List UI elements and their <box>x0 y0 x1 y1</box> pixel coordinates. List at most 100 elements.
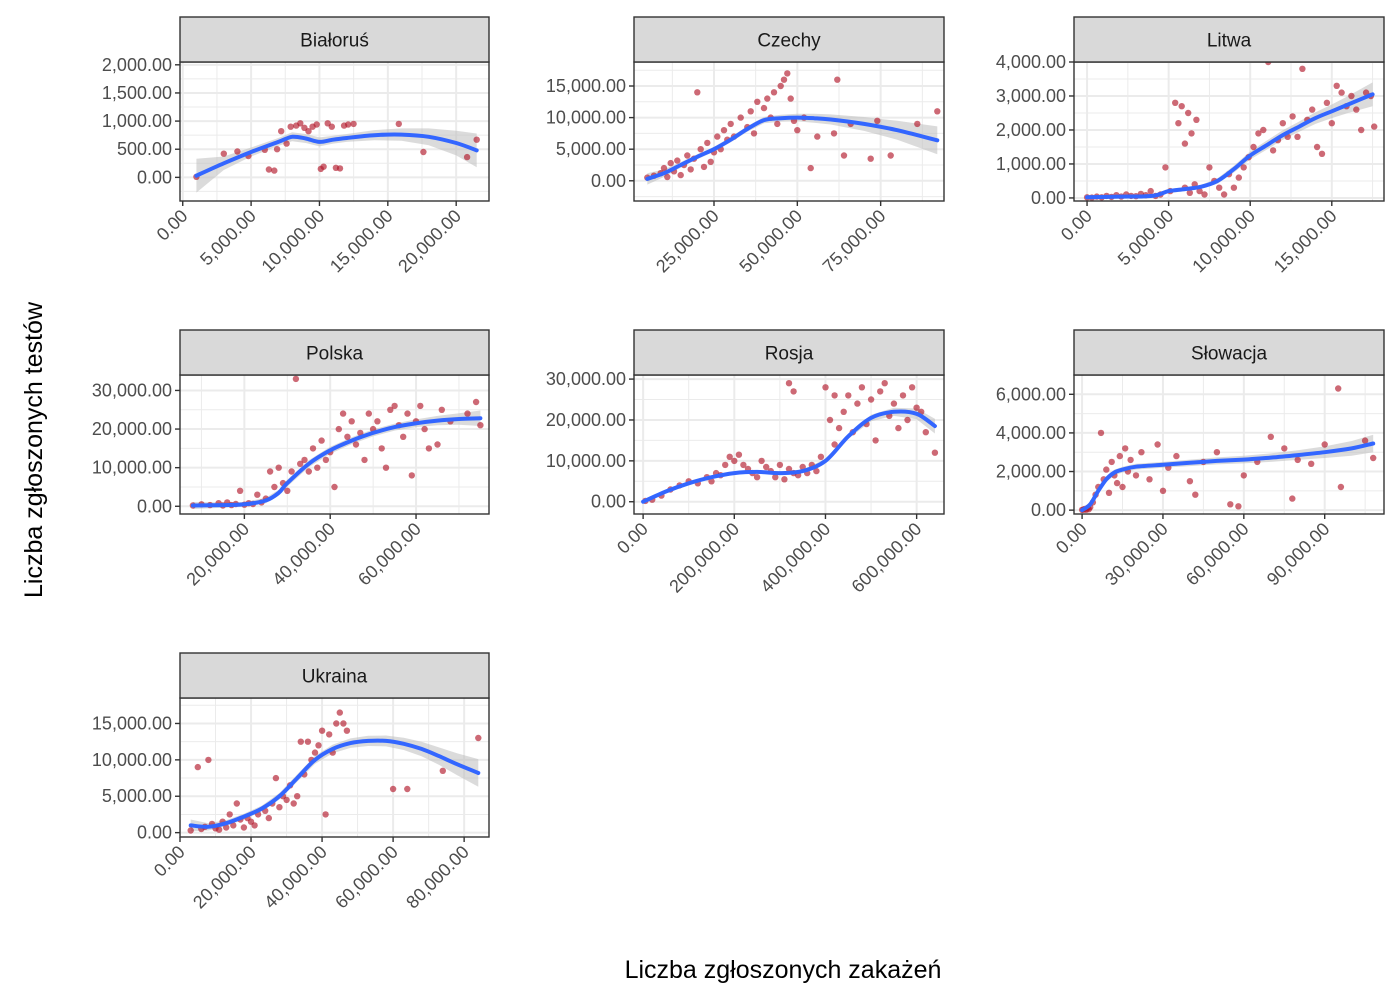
data-point <box>747 108 754 115</box>
data-point <box>1186 478 1194 485</box>
plot-area <box>193 120 480 193</box>
x-tick-label: 60,000.00 <box>1182 519 1253 590</box>
smooth-trend-line <box>188 738 481 829</box>
data-point <box>1313 143 1321 151</box>
data-point <box>1220 191 1228 198</box>
data-point <box>1147 187 1154 195</box>
data-point <box>664 173 671 181</box>
data-point <box>1122 445 1129 452</box>
data-point <box>770 89 778 96</box>
data-point <box>1371 123 1378 130</box>
panel-background <box>180 698 489 837</box>
facet-label: Słowacja <box>1191 344 1267 365</box>
data-point <box>472 398 480 406</box>
plot-area <box>641 380 939 505</box>
data-point <box>814 133 821 140</box>
smooth-trend-line <box>641 409 937 504</box>
data-point <box>374 418 381 425</box>
x-tick-label: 40,000.00 <box>260 842 331 913</box>
data-point <box>408 472 415 479</box>
data-point <box>874 117 881 125</box>
y-tick-label: 10,000.00 <box>546 451 626 471</box>
x-tick-label: 60,000.00 <box>331 842 402 913</box>
x-tick-label: 5,000.00 <box>1114 206 1178 270</box>
y-tick-label: 0.00 <box>1031 500 1066 520</box>
y-tick-label: 1,000.00 <box>996 154 1066 174</box>
data-point <box>391 402 398 410</box>
y-tick-label: 10,000.00 <box>92 458 172 478</box>
y-tick-label: 0.00 <box>1031 188 1066 208</box>
y-tick-label: 4,000.00 <box>996 423 1066 443</box>
facet-strip <box>179 329 490 376</box>
facet-strip <box>633 329 945 376</box>
data-point <box>922 429 929 436</box>
panel-slowacja: Słowacja 0.00 2,000.00 4,000.00 6,000.00 0.00… <box>996 329 1385 590</box>
data-point <box>1269 147 1277 154</box>
data-point <box>727 120 734 128</box>
data-point <box>1328 120 1336 127</box>
y-tick-label: 0.00 <box>137 823 172 843</box>
data-point <box>785 380 793 387</box>
data-point <box>822 384 829 391</box>
data-point <box>867 155 874 162</box>
x-tick-label: 15,000.00 <box>326 206 397 277</box>
data-point <box>318 437 325 444</box>
y-tick-label: 30,000.00 <box>92 380 172 400</box>
data-point <box>1213 449 1221 456</box>
data-point <box>265 166 273 173</box>
data-point <box>840 408 847 415</box>
data-point <box>350 120 357 128</box>
data-point <box>1335 385 1342 392</box>
data-point <box>1309 106 1316 113</box>
data-point <box>226 811 233 818</box>
facet-strip <box>179 16 490 63</box>
data-point <box>834 76 841 83</box>
plot-area <box>187 709 482 834</box>
y-tick-label: 15,000.00 <box>546 76 626 96</box>
data-point <box>1192 491 1199 498</box>
data-point <box>230 822 237 829</box>
data-point <box>1281 445 1288 452</box>
data-point <box>1181 140 1189 147</box>
smooth-trend-line <box>1080 441 1376 513</box>
data-point <box>348 418 355 425</box>
data-point <box>1260 126 1267 134</box>
data-point <box>772 474 779 481</box>
data-point <box>1206 164 1213 171</box>
data-point <box>1279 120 1287 127</box>
data-point <box>737 114 744 121</box>
data-point <box>283 140 290 147</box>
data-point <box>365 410 372 417</box>
data-point <box>895 424 902 432</box>
data-point <box>934 108 941 115</box>
gridlines <box>1074 62 1384 201</box>
data-point <box>395 120 402 128</box>
data-point <box>831 392 838 399</box>
data-point <box>404 785 411 793</box>
data-point <box>297 738 304 745</box>
data-point <box>1338 89 1345 96</box>
data-point <box>704 139 711 147</box>
y-tick-label: 500.00 <box>117 139 172 159</box>
data-point <box>890 400 898 407</box>
data-point <box>1265 62 1272 66</box>
data-point <box>283 796 290 804</box>
data-point <box>1175 120 1182 127</box>
data-point <box>288 468 295 475</box>
plot-area <box>1083 62 1378 201</box>
data-point <box>697 146 704 153</box>
data-point <box>294 793 301 800</box>
x-tick-label: 0.00 <box>1052 519 1091 558</box>
data-point <box>1193 116 1200 124</box>
data-point <box>387 406 394 413</box>
data-point <box>389 785 397 793</box>
data-point <box>754 98 761 106</box>
x-tick-label: 40,000.00 <box>268 519 339 590</box>
data-point <box>807 164 814 172</box>
data-point <box>787 95 794 102</box>
data-point <box>477 422 484 429</box>
y-tick-label: 4,000.00 <box>996 52 1066 72</box>
data-point <box>726 453 733 460</box>
data-point <box>845 392 852 399</box>
plot-area <box>644 70 941 185</box>
